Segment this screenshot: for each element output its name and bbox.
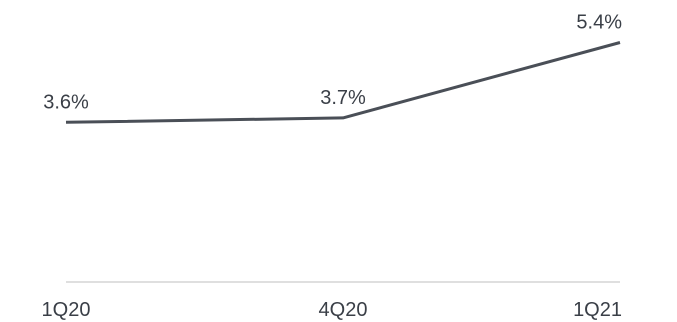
x-tick-label: 1Q21 <box>573 299 622 321</box>
x-tick-label: 1Q20 <box>42 299 91 321</box>
data-label: 3.6% <box>43 91 89 113</box>
data-label: 3.7% <box>320 87 366 109</box>
x-tick-label: 4Q20 <box>319 299 368 321</box>
data-labels: 3.6% 3.7% 5.4% <box>43 12 622 114</box>
x-tick-labels: 1Q20 4Q20 1Q21 <box>42 299 622 321</box>
series-line-group <box>65 41 621 124</box>
series-line <box>65 41 621 124</box>
data-label: 5.4% <box>576 12 622 34</box>
